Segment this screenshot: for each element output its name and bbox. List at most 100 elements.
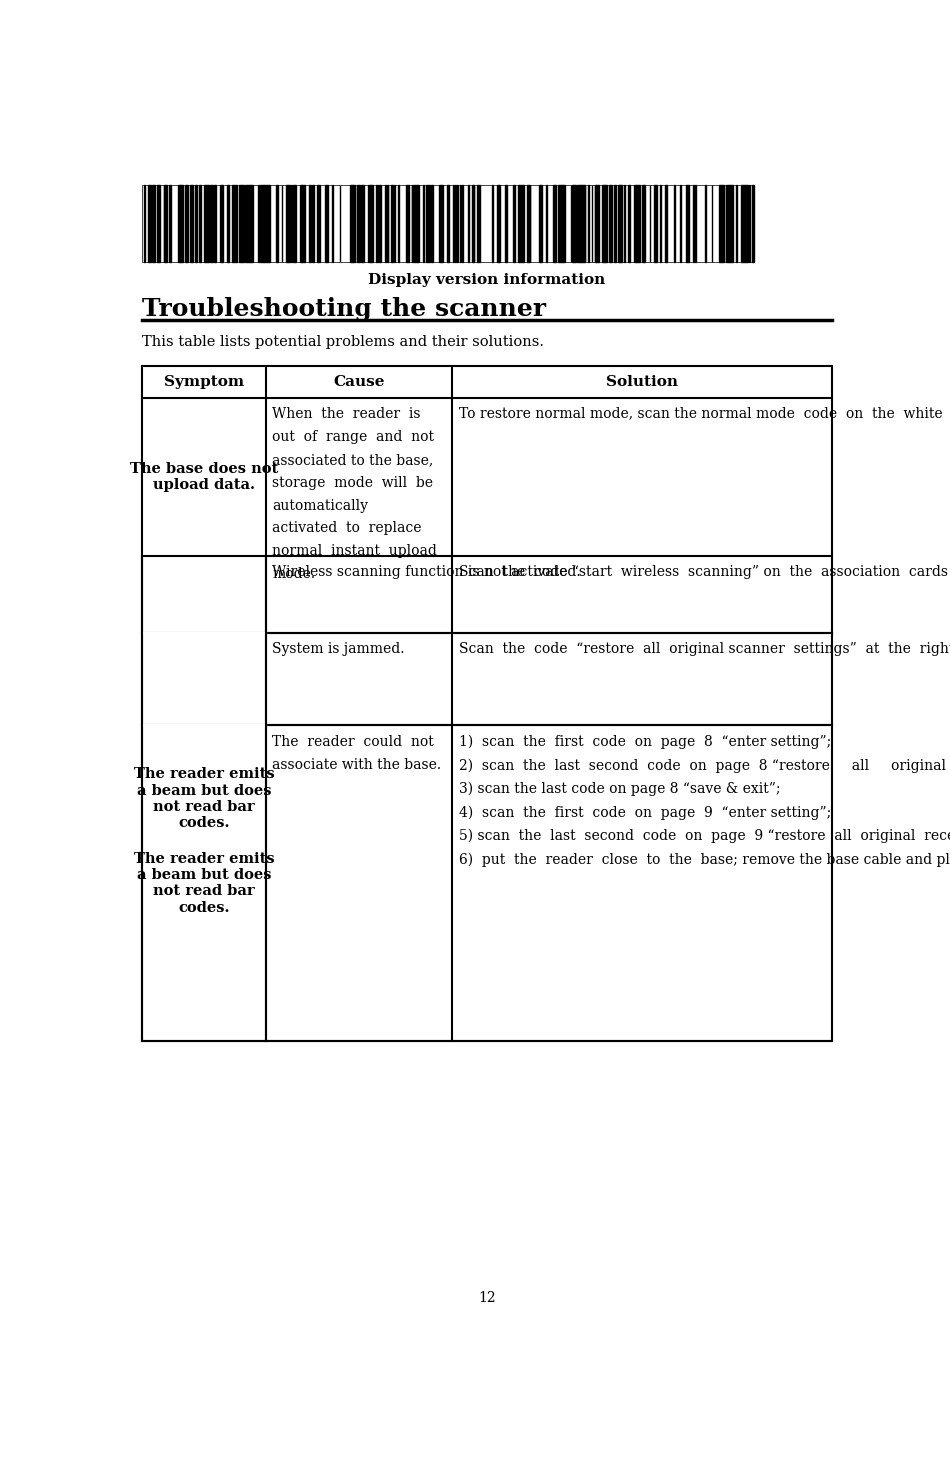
- Bar: [363, 185, 365, 261]
- Text: When  the  reader  is
out  of  range  and  not
associated to the base,
storage  : When the reader is out of range and not …: [273, 408, 437, 580]
- Bar: [457, 185, 458, 261]
- Bar: [164, 185, 166, 261]
- Bar: [731, 185, 733, 261]
- Bar: [505, 185, 507, 261]
- Bar: [674, 185, 675, 261]
- Bar: [417, 185, 420, 261]
- Bar: [159, 185, 160, 261]
- Bar: [264, 185, 266, 261]
- Bar: [539, 185, 542, 261]
- Bar: [142, 185, 754, 261]
- Bar: [609, 185, 612, 261]
- Text: Symptom: Symptom: [164, 375, 244, 388]
- Bar: [185, 185, 188, 261]
- Bar: [289, 185, 290, 261]
- Bar: [406, 185, 408, 261]
- Bar: [294, 185, 296, 261]
- Bar: [520, 185, 523, 261]
- Bar: [553, 185, 555, 261]
- Bar: [148, 185, 150, 261]
- Bar: [603, 185, 604, 261]
- Bar: [394, 185, 395, 261]
- Text: System is jammed.: System is jammed.: [273, 642, 405, 656]
- Bar: [415, 185, 417, 261]
- Bar: [642, 185, 644, 261]
- Bar: [427, 185, 429, 261]
- Bar: [559, 185, 560, 261]
- Bar: [573, 185, 575, 261]
- Bar: [180, 185, 183, 261]
- Bar: [477, 185, 480, 261]
- Bar: [628, 185, 630, 261]
- Text: Wireless scanning function is not activated.: Wireless scanning function is not activa…: [273, 566, 581, 579]
- Bar: [266, 185, 269, 261]
- Bar: [588, 185, 589, 261]
- Bar: [440, 185, 443, 261]
- Bar: [546, 185, 547, 261]
- Bar: [743, 185, 744, 261]
- Text: Scan  the  code “start  wireless  scanning” on  the  association  cards  or  pag: Scan the code “start wireless scanning” …: [459, 566, 950, 579]
- Bar: [326, 185, 328, 261]
- Text: The  reader  could  not
associate with the base.: The reader could not associate with the …: [273, 734, 442, 771]
- Bar: [263, 185, 264, 261]
- Bar: [357, 185, 360, 261]
- Bar: [286, 185, 288, 261]
- Bar: [206, 185, 208, 261]
- Bar: [694, 185, 696, 261]
- Bar: [522, 185, 524, 261]
- Bar: [276, 185, 277, 261]
- Bar: [142, 366, 832, 1041]
- Text: Cause: Cause: [333, 375, 385, 388]
- Bar: [259, 185, 261, 261]
- Bar: [638, 185, 640, 261]
- Text: To restore normal mode, scan the normal mode  code  on  the  white  association : To restore normal mode, scan the normal …: [459, 408, 950, 421]
- Bar: [210, 185, 214, 261]
- Text: Solution: Solution: [606, 375, 678, 388]
- Bar: [153, 185, 155, 261]
- Text: 1)  scan  the  first  code  on  page  8  “enter setting”;
2)  scan  the  last  s: 1) scan the first code on page 8 “enter …: [459, 734, 950, 867]
- Bar: [238, 185, 242, 261]
- Bar: [142, 724, 266, 727]
- Text: Troubleshooting the scanner: Troubleshooting the scanner: [142, 297, 546, 321]
- Text: 12: 12: [478, 1291, 496, 1306]
- Bar: [752, 185, 754, 261]
- Bar: [705, 185, 706, 261]
- Bar: [744, 185, 747, 261]
- Bar: [220, 185, 222, 261]
- Text: The base does not
upload data.: The base does not upload data.: [130, 462, 278, 492]
- Bar: [513, 185, 515, 261]
- Bar: [370, 185, 372, 261]
- Bar: [635, 185, 636, 261]
- Bar: [190, 185, 192, 261]
- Bar: [718, 185, 720, 261]
- Bar: [687, 185, 689, 261]
- Bar: [169, 185, 171, 261]
- Bar: [199, 185, 200, 261]
- Bar: [636, 185, 638, 261]
- Bar: [460, 185, 462, 261]
- Bar: [310, 185, 311, 261]
- Bar: [250, 185, 253, 261]
- Bar: [655, 185, 657, 261]
- Text: This table lists potential problems and their solutions.: This table lists potential problems and …: [142, 335, 544, 349]
- Bar: [597, 185, 598, 261]
- Bar: [246, 185, 249, 261]
- Bar: [332, 185, 333, 261]
- Bar: [361, 185, 363, 261]
- Bar: [578, 185, 580, 261]
- Bar: [313, 185, 314, 261]
- Bar: [721, 185, 723, 261]
- Bar: [351, 185, 352, 261]
- Bar: [727, 185, 728, 261]
- Bar: [431, 185, 433, 261]
- Bar: [317, 185, 320, 261]
- Bar: [157, 185, 159, 261]
- Bar: [379, 185, 381, 261]
- Bar: [302, 185, 305, 261]
- Bar: [747, 185, 748, 261]
- Bar: [398, 185, 399, 261]
- Bar: [204, 185, 206, 261]
- Bar: [369, 185, 370, 261]
- Text: Scan  the  code  “restore  all  original scanner  settings”  at  the  right  bot: Scan the code “restore all original scan…: [459, 642, 950, 656]
- Bar: [446, 185, 448, 261]
